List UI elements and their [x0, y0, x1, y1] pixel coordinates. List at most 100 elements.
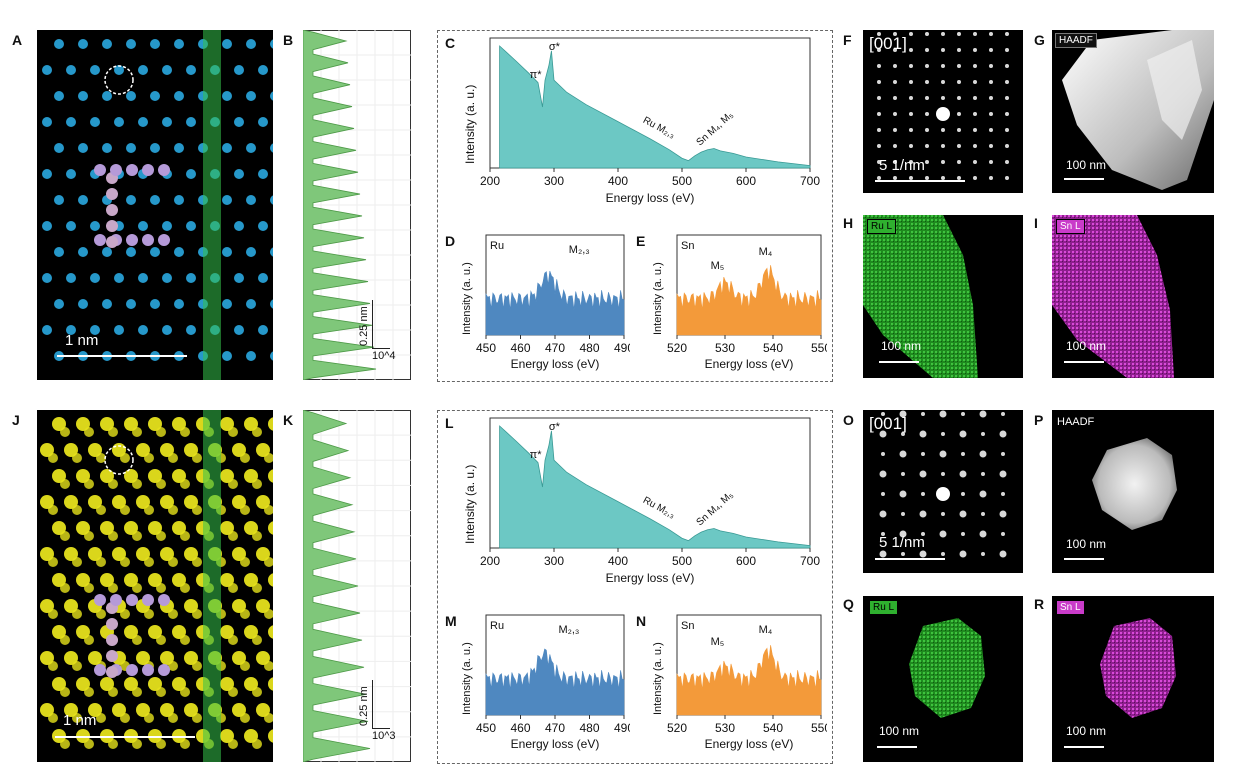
atom-column [234, 117, 244, 127]
atom-column [180, 427, 190, 437]
diffraction-spot [1005, 64, 1009, 68]
atom-column [228, 687, 238, 697]
atom-column [90, 117, 100, 127]
atom-column [168, 453, 178, 463]
atom-column [96, 505, 106, 515]
x-tick-label: 530 [715, 341, 735, 355]
diffraction-spot [901, 472, 905, 476]
atom-column [54, 91, 64, 101]
diffraction-spot [1005, 80, 1009, 84]
atom-column [232, 599, 246, 613]
diffraction-spot [941, 96, 945, 100]
atom-column [234, 169, 244, 179]
atom-column [60, 531, 70, 541]
atom-column [54, 143, 64, 153]
atom-column [192, 453, 202, 463]
x-tick-label: 470 [545, 341, 565, 355]
diffraction-spot [989, 32, 993, 36]
atom-column [66, 169, 76, 179]
atom-column [160, 547, 174, 561]
diffraction-spot [921, 412, 925, 416]
diffraction-spot [893, 176, 897, 180]
atom-column [258, 65, 268, 75]
atom-column [48, 557, 58, 567]
panel-a-label: A [12, 32, 23, 48]
atom-column [222, 39, 232, 49]
edge-spectrum-area [676, 265, 822, 336]
eds-map-ru-h: Ru L 100 nm [863, 215, 1023, 378]
atom-column [234, 325, 244, 335]
atom-column [40, 547, 54, 561]
atom-column [52, 677, 66, 691]
atom-column [84, 635, 94, 645]
atom-column [78, 91, 88, 101]
atom-column [100, 469, 114, 483]
diffraction-spot [936, 107, 950, 121]
panel-c-label: C [445, 35, 456, 51]
diffraction-spot [936, 487, 950, 501]
atom-column [186, 325, 196, 335]
atom-column [132, 531, 142, 541]
atom-column [96, 609, 106, 619]
diffraction-spot [999, 550, 1007, 558]
atom-column [240, 505, 250, 515]
diffraction-spot [877, 32, 881, 36]
profile-line-strip [203, 410, 221, 762]
diffraction-spot [909, 96, 913, 100]
atom-column [42, 117, 52, 127]
atom-column [174, 91, 184, 101]
scale-text-g: 100 nm [1066, 158, 1107, 172]
atom-column [270, 247, 273, 257]
atom-column [268, 729, 273, 743]
atom-column [258, 325, 268, 335]
atom-column [108, 427, 118, 437]
model-atom [110, 594, 122, 606]
x-tick-label: 700 [800, 554, 820, 568]
profile-area [303, 410, 371, 762]
scale-bar-j [55, 736, 195, 738]
atom-column [90, 273, 100, 283]
element-label: Ru [490, 240, 504, 252]
diffraction-spot [877, 48, 881, 52]
diffraction-spot [957, 176, 961, 180]
atom-column [192, 661, 202, 671]
atom-column [72, 557, 82, 567]
diffraction-spot [939, 450, 947, 458]
atom-column [246, 91, 256, 101]
diffraction-spot [981, 512, 985, 516]
atom-column [186, 169, 196, 179]
eels-group-bottom [437, 410, 833, 764]
diffraction-spot [973, 48, 977, 52]
x-tick-label: 400 [608, 174, 628, 188]
ru-map-q [909, 618, 985, 718]
atom-column [102, 247, 112, 257]
diffraction-spot [919, 430, 927, 438]
edge-label: M₄ [759, 624, 773, 636]
atom-column [268, 573, 273, 587]
x-tick-label: 700 [800, 174, 820, 188]
atom-column [268, 677, 273, 691]
atom-column [156, 635, 166, 645]
diffraction-spot [925, 128, 929, 132]
atom-column [76, 521, 90, 535]
atom-column [184, 599, 198, 613]
x-axis-label: Energy loss (eV) [511, 357, 600, 371]
diffraction-spot [973, 176, 977, 180]
atom-column [244, 469, 258, 483]
diffraction-spot [979, 450, 987, 458]
atom-column [126, 143, 136, 153]
atom-column [48, 661, 58, 671]
atom-column [228, 479, 238, 489]
x-tick-label: 490 [614, 721, 630, 735]
eds-map-ru-q: Ru L 100 nm [863, 596, 1023, 762]
diffraction-spot [1005, 144, 1009, 148]
atom-column [66, 65, 76, 75]
atom-column [148, 625, 162, 639]
atom-column [156, 687, 166, 697]
x-tick-label: 300 [544, 174, 564, 188]
atom-column [258, 273, 268, 283]
model-atom [158, 234, 170, 246]
atom-column [52, 573, 66, 587]
profile-int-b: 10^4 [372, 350, 396, 362]
diffraction-spot [973, 112, 977, 116]
